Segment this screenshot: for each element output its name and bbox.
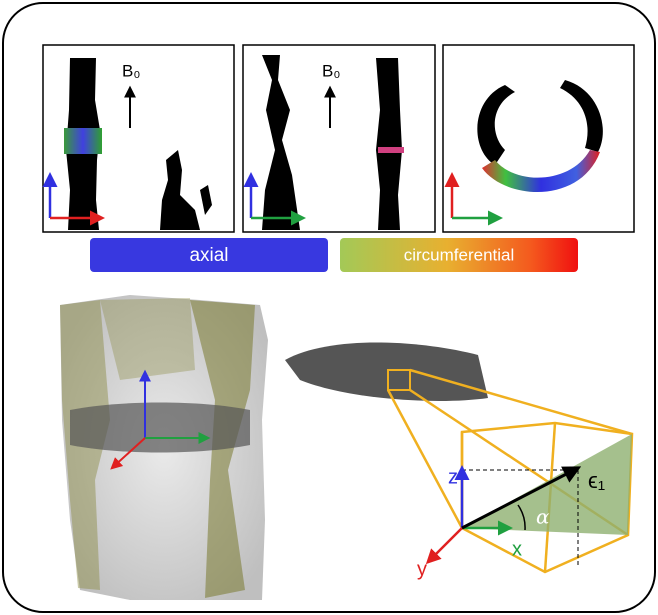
volume-render: [60, 295, 268, 600]
panel-axial-1: B₀: [43, 45, 234, 232]
epsilon-label: ϵ₁: [588, 468, 605, 493]
field-label: B₀: [322, 61, 340, 80]
panel-circumferential: [443, 45, 634, 232]
legend-label: axial: [189, 245, 228, 266]
axis-x-label: x: [512, 538, 522, 560]
axis-y-label: y: [417, 558, 427, 580]
alpha-label: α: [536, 505, 550, 529]
figure: B₀ B₀ axial circumferential: [0, 0, 658, 615]
field-label: B₀: [122, 61, 140, 80]
legend-label: circumferential: [404, 245, 515, 264]
panel-axial-2: B₀: [243, 45, 435, 232]
axis-z-label: z: [448, 466, 458, 488]
